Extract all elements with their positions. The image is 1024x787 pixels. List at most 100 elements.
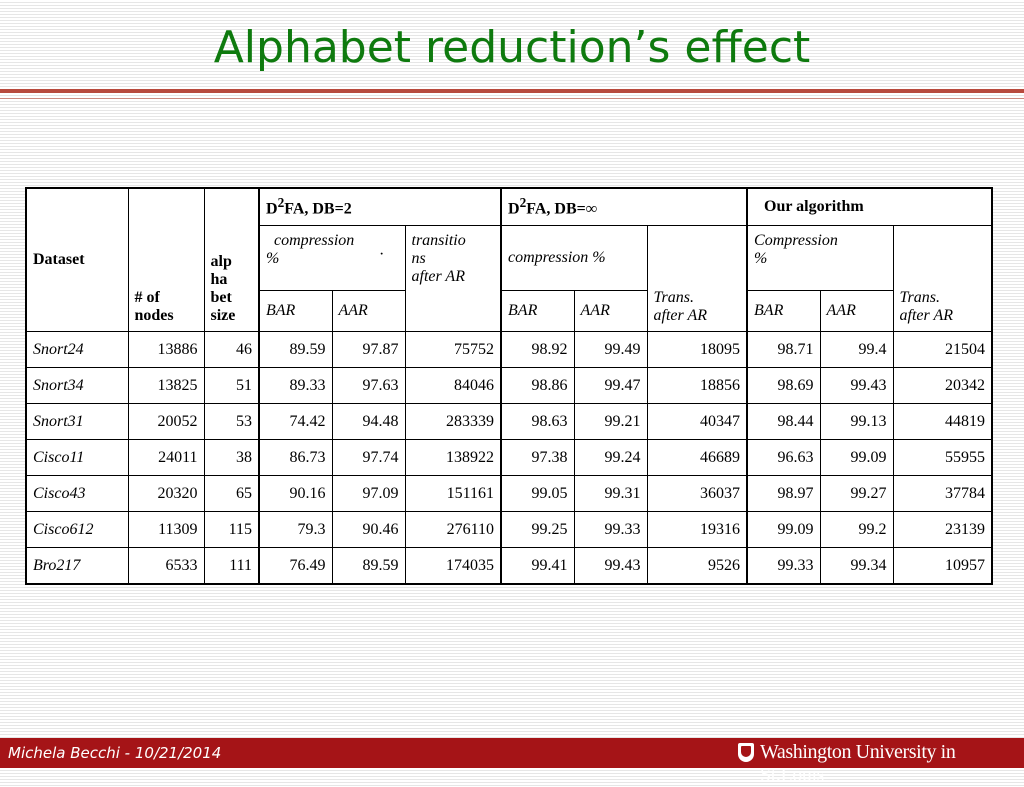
cell-db2-bar: 86.73	[258, 439, 333, 476]
cell-alphabet-size: 111	[203, 547, 260, 585]
cell-db2-aar: 94.48	[331, 403, 406, 440]
cell-nodes: 11309	[127, 511, 205, 548]
group-d2fa-dbinf-base: D	[508, 200, 520, 218]
header-nodes-line: nodes	[134, 307, 174, 324]
table-body: Snort24 13886 46 89.59 97.87 75752 98.92 99.49 1…	[25, 331, 993, 585]
group-d2fa-db2-rest: FA, DB=2	[284, 200, 352, 218]
cell-ours-trans: 55955	[892, 439, 993, 476]
slide-title: Alphabet reduction’s effect	[213, 22, 811, 73]
cell-db2-aar: 97.09	[331, 475, 406, 512]
header-nodes-line: # of	[134, 289, 160, 306]
title-rule	[0, 89, 1024, 93]
table-row: Cisco43 20320 65 90.16 97.09 151161 99.05 99.31…	[25, 475, 993, 512]
cell-ours-trans: 44819	[892, 403, 993, 440]
cell-ours-bar: 99.33	[746, 547, 821, 585]
cell-dataset: Bro217	[25, 547, 129, 585]
header-group-d2fa-dbinf: D2FA, DB=∞	[500, 187, 748, 226]
cell-db2-bar: 89.59	[258, 331, 333, 368]
group-d2fa-dbinf-rest: FA, DB=∞	[526, 200, 598, 218]
cell-alphabet-size: 53	[203, 403, 260, 440]
cell-nodes: 20052	[127, 403, 205, 440]
header-g2-trans: Trans. after AR	[646, 225, 748, 332]
cell-ours-trans: 10957	[892, 547, 993, 585]
cell-ours-aar: 99.34	[819, 547, 894, 585]
header-g3-compression-line: %	[754, 250, 768, 267]
group-d2fa-db2-base: D	[266, 200, 278, 218]
cell-dbinf-trans: 18856	[646, 367, 748, 404]
group-d2fa-db2-sup: 2	[277, 195, 285, 211]
table-row: Cisco612 11309 115 79.3 90.46 276110 99.25 99.3…	[25, 511, 993, 548]
cell-nodes: 13825	[127, 367, 205, 404]
cell-dbinf-bar: 97.38	[500, 439, 575, 476]
cell-ours-bar: 98.44	[746, 403, 821, 440]
header-g3-compression: Compression %	[746, 225, 894, 291]
cell-ours-aar: 99.09	[819, 439, 894, 476]
header-g1-transitions-line: ns	[411, 250, 426, 267]
cell-dataset: Cisco43	[25, 475, 129, 512]
cell-ours-aar: 99.4	[819, 331, 894, 368]
header-g3-trans-line: after AR	[899, 307, 953, 324]
cell-dbinf-trans: 19316	[646, 511, 748, 548]
cell-nodes: 6533	[127, 547, 205, 585]
cell-db2-bar: 89.33	[258, 367, 333, 404]
header-g1-transitions-line: after AR	[411, 268, 465, 285]
footer-bar: Michela Becchi - 10/21/2014 Washington U…	[0, 738, 1024, 786]
cell-db2-trans: 276110	[404, 511, 502, 548]
cell-ours-trans: 21504	[892, 331, 993, 368]
cell-dataset: Snort24	[25, 331, 129, 368]
header-group-our-algorithm: Our algorithm	[746, 187, 993, 226]
header-g1-dot: ·	[379, 246, 385, 263]
header-g2-aar: AAR	[573, 290, 648, 332]
cell-db2-trans: 75752	[404, 331, 502, 368]
cell-dataset: Snort31	[25, 403, 129, 440]
cell-dbinf-aar: 99.49	[573, 331, 648, 368]
cell-ours-trans: 37784	[892, 475, 993, 512]
cell-db2-bar: 90.16	[258, 475, 333, 512]
cell-db2-trans: 174035	[404, 547, 502, 585]
cell-dbinf-bar: 98.86	[500, 367, 575, 404]
cell-db2-aar: 89.59	[331, 547, 406, 585]
cell-ours-bar: 96.63	[746, 439, 821, 476]
cell-dataset: Cisco11	[25, 439, 129, 476]
header-g1-compression-line: compression	[274, 232, 355, 249]
header-g3-compression-line: Compression	[754, 232, 838, 249]
header-g3-trans-line: Trans.	[899, 289, 940, 306]
results-table: Dataset # of nodes alp ha bet size D2FA,…	[25, 187, 994, 585]
cell-db2-trans: 138922	[404, 439, 502, 476]
cell-db2-bar: 74.42	[258, 403, 333, 440]
table-header: Dataset # of nodes alp ha bet size D2FA,…	[25, 187, 993, 332]
university-seal-icon	[738, 743, 754, 762]
cell-dataset: Cisco612	[25, 511, 129, 548]
header-g2-compression: compression %	[500, 225, 648, 291]
cell-alphabet-size: 46	[203, 331, 260, 368]
cell-ours-trans: 23139	[892, 511, 993, 548]
cell-nodes: 24011	[127, 439, 205, 476]
cell-dbinf-trans: 9526	[646, 547, 748, 585]
header-g3-aar: AAR	[819, 290, 894, 332]
header-alphabet-line: bet	[210, 289, 232, 306]
table-row: Bro217 6533 111 76.49 89.59 174035 99.41 99.43 9…	[25, 547, 993, 585]
cell-ours-aar: 99.27	[819, 475, 894, 512]
cell-dbinf-bar: 99.41	[500, 547, 575, 585]
header-g2-bar: BAR	[500, 290, 575, 332]
cell-ours-trans: 20342	[892, 367, 993, 404]
footer-university: Washington University in St.Louis	[760, 741, 956, 786]
header-alphabet-line: ha	[210, 271, 228, 288]
cell-dbinf-trans: 36037	[646, 475, 748, 512]
cell-db2-trans: 151161	[404, 475, 502, 512]
cell-dbinf-aar: 99.24	[573, 439, 648, 476]
cell-dbinf-aar: 99.33	[573, 511, 648, 548]
header-g1-transitions: transitio ns after AR	[404, 225, 502, 332]
cell-ours-aar: 99.13	[819, 403, 894, 440]
header-dataset: Dataset	[25, 187, 129, 332]
cell-ours-bar: 98.69	[746, 367, 821, 404]
cell-db2-trans: 84046	[404, 367, 502, 404]
cell-db2-aar: 90.46	[331, 511, 406, 548]
cell-ours-aar: 99.43	[819, 367, 894, 404]
cell-db2-trans: 283339	[404, 403, 502, 440]
cell-db2-bar: 76.49	[258, 547, 333, 585]
cell-dbinf-aar: 99.21	[573, 403, 648, 440]
header-alphabet-size: alp ha bet size	[203, 187, 260, 332]
header-alphabet-line: size	[210, 307, 236, 324]
cell-dbinf-trans: 46689	[646, 439, 748, 476]
